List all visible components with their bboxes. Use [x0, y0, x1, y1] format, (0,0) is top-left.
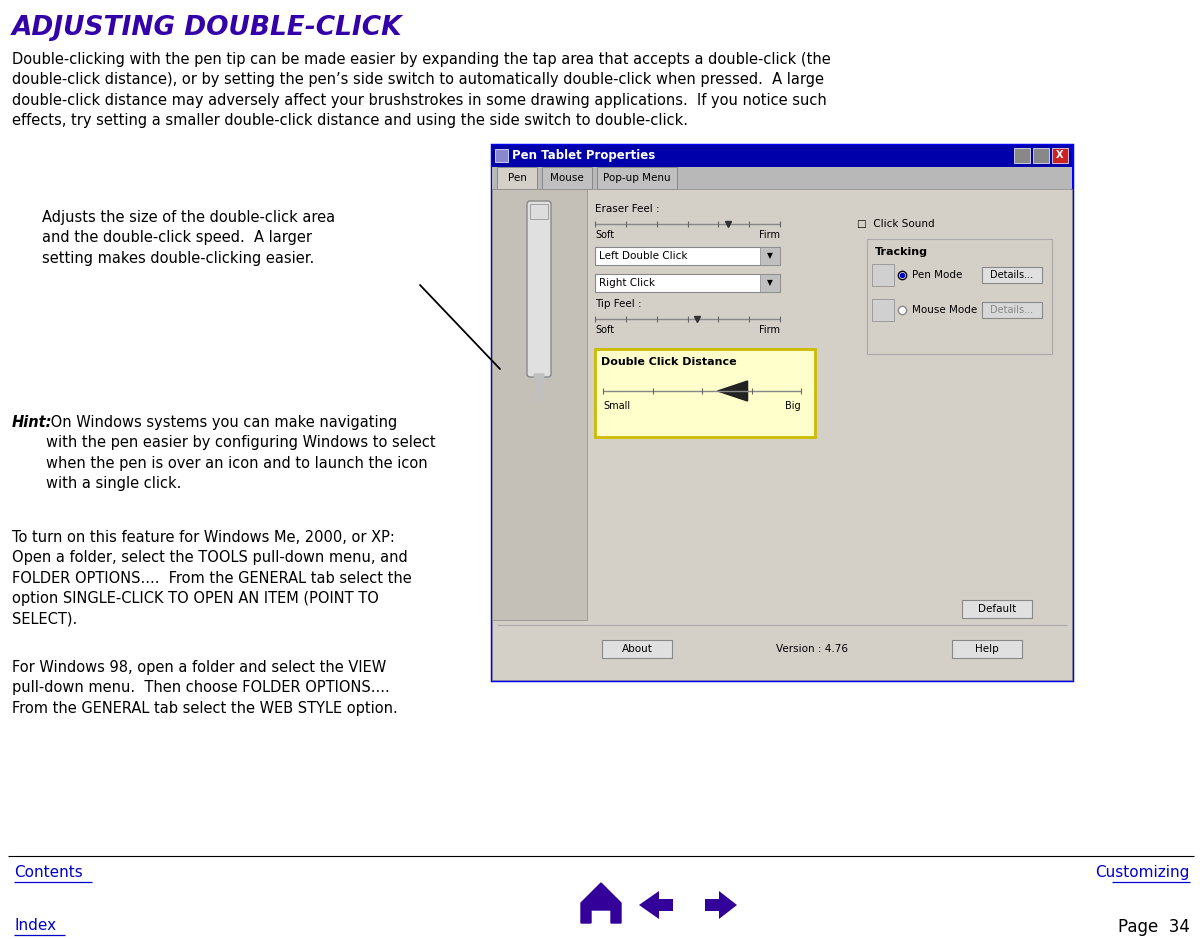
Bar: [530, 204, 548, 219]
Text: Hint:: Hint:: [12, 415, 53, 430]
Text: Double Click Distance: Double Click Distance: [601, 357, 737, 367]
Bar: [952, 640, 1022, 658]
Bar: [962, 600, 1033, 618]
Bar: [492, 145, 1072, 167]
Text: Tip Feel :: Tip Feel :: [595, 299, 642, 309]
Text: Tracking: Tracking: [875, 247, 928, 257]
Text: Version : 4.76: Version : 4.76: [776, 644, 847, 654]
Text: Details...: Details...: [990, 305, 1034, 315]
Bar: [1014, 148, 1030, 163]
Text: Help: Help: [975, 644, 999, 654]
Polygon shape: [581, 883, 621, 923]
Bar: [595, 349, 815, 437]
FancyBboxPatch shape: [526, 201, 551, 377]
Text: ▼: ▼: [767, 252, 773, 260]
Bar: [867, 239, 1052, 354]
Text: About: About: [621, 644, 653, 654]
Bar: [982, 267, 1042, 283]
Bar: [760, 247, 780, 265]
Text: Firm: Firm: [758, 325, 780, 335]
Bar: [492, 189, 587, 620]
Bar: [760, 274, 780, 292]
Bar: [492, 145, 1072, 680]
Bar: [982, 302, 1042, 318]
Text: Double-clicking with the pen tip can be made easier by expanding the tap area th: Double-clicking with the pen tip can be …: [12, 52, 831, 129]
Bar: [496, 167, 537, 189]
Text: For Windows 98, open a folder and select the VIEW
pull-down menu.  Then choose F: For Windows 98, open a folder and select…: [12, 660, 398, 716]
Text: □  Click Sound: □ Click Sound: [857, 219, 935, 229]
Text: Left Double Click: Left Double Click: [599, 251, 688, 261]
Text: Pop-up Menu: Pop-up Menu: [603, 173, 671, 183]
Text: X: X: [1057, 150, 1064, 160]
Bar: [597, 167, 677, 189]
Text: Eraser Feel :: Eraser Feel :: [595, 204, 660, 214]
Bar: [542, 167, 593, 189]
Bar: [595, 274, 780, 292]
Text: To turn on this feature for Windows Me, 2000, or XP:
Open a folder, select the T: To turn on this feature for Windows Me, …: [12, 530, 412, 626]
Polygon shape: [639, 891, 673, 919]
Polygon shape: [534, 374, 545, 404]
Text: Soft: Soft: [595, 230, 614, 240]
Bar: [495, 149, 508, 162]
Bar: [1052, 148, 1069, 163]
Text: Small: Small: [603, 401, 630, 411]
Text: Mouse: Mouse: [551, 173, 584, 183]
Polygon shape: [718, 381, 748, 401]
Bar: [602, 640, 672, 658]
Bar: [492, 189, 1072, 680]
Text: Adjusts the size of the double-click area
and the double-click speed.  A larger
: Adjusts the size of the double-click are…: [42, 210, 335, 266]
Text: Pen Tablet Properties: Pen Tablet Properties: [512, 149, 655, 162]
Text: Firm: Firm: [758, 230, 780, 240]
Polygon shape: [706, 891, 737, 919]
Bar: [871, 299, 894, 321]
Bar: [492, 167, 1072, 189]
Text: Right Click: Right Click: [599, 278, 655, 288]
Text: Contents: Contents: [14, 865, 83, 880]
Text: Soft: Soft: [595, 325, 614, 335]
Bar: [871, 264, 894, 286]
Text: Customizing: Customizing: [1096, 865, 1190, 880]
Text: Details...: Details...: [990, 270, 1034, 280]
Bar: [1033, 148, 1049, 163]
Text: ▼: ▼: [767, 279, 773, 287]
Text: Page  34: Page 34: [1118, 918, 1190, 936]
Text: ADJUSTING DOUBLE-CLICK: ADJUSTING DOUBLE-CLICK: [12, 15, 403, 41]
Text: On Windows systems you can make navigating
with the pen easier by configuring Wi: On Windows systems you can make navigati…: [46, 415, 435, 491]
Text: Default: Default: [978, 604, 1016, 614]
Text: Pen Mode: Pen Mode: [912, 270, 963, 280]
Text: Big: Big: [785, 401, 801, 411]
Text: Pen: Pen: [507, 173, 526, 183]
Text: Index: Index: [14, 918, 56, 933]
Bar: [595, 247, 780, 265]
Text: Mouse Mode: Mouse Mode: [912, 305, 977, 315]
